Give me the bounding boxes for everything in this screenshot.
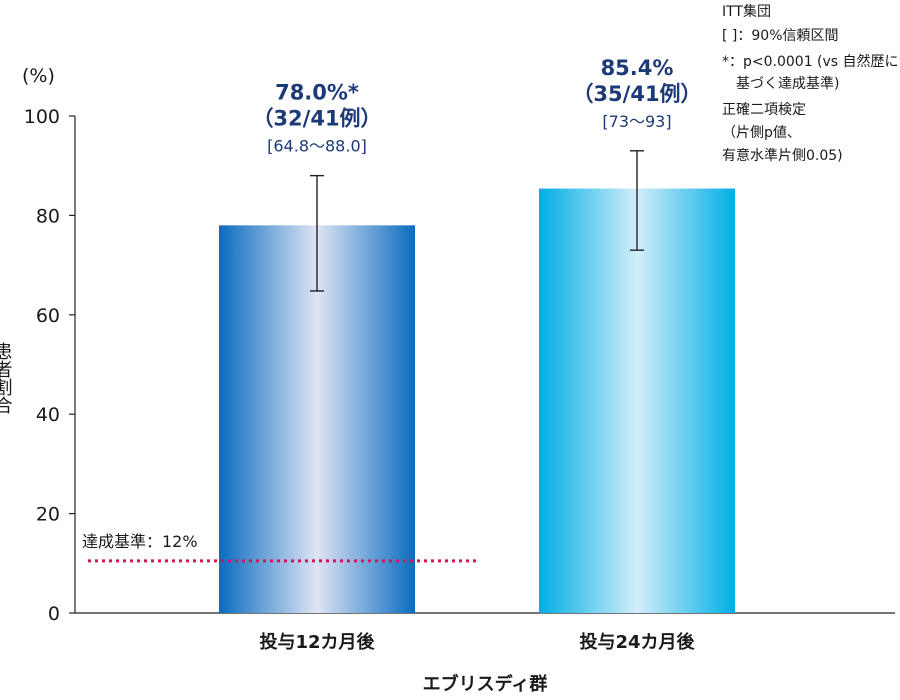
note-pvalue-cont: 基づく達成基準) xyxy=(736,75,839,92)
bars xyxy=(219,188,735,613)
note-alpha: 有意水準片側0.05) xyxy=(722,147,843,164)
count-label-24-months: （35/41例） xyxy=(572,82,701,106)
error-bar-24-months xyxy=(630,150,644,251)
value-label-24-months: 85.4% xyxy=(601,56,674,80)
y-tick-label: 20 xyxy=(36,504,60,526)
y-tick-label: 80 xyxy=(36,205,60,227)
note-itt: ITT集団 xyxy=(722,3,771,20)
value-label-12-months: 78.0%* xyxy=(275,81,359,105)
error-bar-12-months xyxy=(310,174,324,292)
note-test: 正確二項検定 xyxy=(722,102,806,118)
y-tick-label: 0 xyxy=(48,603,60,625)
count-label-12-months: （32/41例） xyxy=(252,107,381,131)
ci-label-12-months: [64.8〜88.0] xyxy=(267,137,367,156)
bar-24-months xyxy=(539,188,735,613)
note-ci: [ ]：90%信頼区間 xyxy=(722,28,839,44)
notes: ITT集団 [ ]：90%信頼区間 *：p<0.0001 (vs 自然歴に 基づ… xyxy=(722,3,899,164)
error-bars xyxy=(310,150,644,292)
x-axis-label: エブリスディ群 xyxy=(423,673,548,695)
ci-label-24-months: [73〜93] xyxy=(602,112,671,131)
category-label-24-months: 投与24カ月後 xyxy=(579,631,695,653)
y-unit-label: (%) xyxy=(22,65,55,87)
note-onesided: （片側p値、 xyxy=(722,125,801,141)
category-label-12-months: 投与12カ月後 xyxy=(259,631,375,653)
reference-line-label: 達成基準：12% xyxy=(82,532,198,551)
y-tick-label: 60 xyxy=(36,305,60,327)
y-axis-ticks: 0 20 40 60 80 100 xyxy=(24,106,75,625)
y-axis-label: 患者割合 xyxy=(0,342,13,414)
y-tick-label: 100 xyxy=(24,106,60,128)
note-pvalue: *：p<0.0001 (vs 自然歴に xyxy=(722,53,899,70)
y-tick-label: 40 xyxy=(36,404,60,426)
